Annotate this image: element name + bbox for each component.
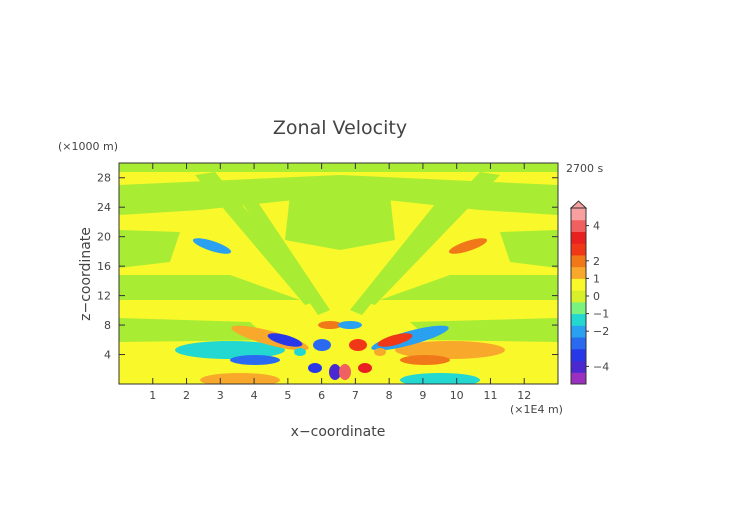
- band-left-low: [119, 275, 300, 300]
- time-label: 2700 s: [566, 162, 603, 175]
- center-pos-1: [349, 339, 367, 351]
- neg-patch-left-upper: [192, 238, 232, 254]
- band-top-strip: [119, 163, 558, 172]
- neg-bottom-right: [400, 373, 480, 384]
- chart-title: Zonal Velocity: [273, 117, 407, 139]
- colorbar-swatch: [571, 254, 586, 268]
- colorbar-swatch: [571, 313, 586, 326]
- y-tick-label: 12: [97, 290, 111, 303]
- neg-core-left: [267, 333, 303, 347]
- colorbar: 4 2 1 0 −1 −2 −4: [569, 200, 609, 385]
- colorbar-tick-label: 2: [593, 255, 600, 268]
- pos-patch-right-upper: [448, 238, 488, 254]
- colorbar-tick-label: −1: [593, 308, 609, 321]
- ray-right-2: [350, 198, 455, 315]
- x-tick-label: 3: [217, 389, 224, 402]
- x-tick-label: 7: [352, 389, 359, 402]
- colorbar-tick-label: 0: [593, 290, 600, 303]
- x-tick-label: 9: [419, 389, 426, 402]
- x-tick-label: 12: [517, 389, 531, 402]
- x-unit-label: (×1E4 m): [510, 403, 563, 416]
- x-tick-label: 4: [251, 389, 258, 402]
- pos-bottom-left: [200, 373, 280, 384]
- colorbar-swatch: [571, 208, 586, 221]
- y-tick-label: 16: [97, 260, 111, 273]
- y-axis: 4 8 12 16 20 24 28: [97, 172, 558, 362]
- center-neg-1: [313, 339, 331, 351]
- x-tick-label: 1: [149, 389, 156, 402]
- colorbar-swatch: [571, 337, 586, 350]
- y-tick-label: 20: [97, 231, 111, 244]
- x-tick-label: 5: [284, 389, 291, 402]
- band-right-low: [380, 275, 558, 300]
- ray-left-2: [240, 198, 330, 315]
- colorbar-swatch: [571, 290, 586, 303]
- colorbar-tick-label: −2: [593, 325, 609, 338]
- neg-band-left-lower: [175, 341, 285, 359]
- x-tick-label: 6: [318, 389, 325, 402]
- colorbar-swatch: [571, 231, 586, 244]
- colorbar-swatch: [571, 301, 586, 315]
- pos-band-right-lower: [395, 341, 505, 359]
- colorbar-tick-label: 4: [593, 220, 600, 233]
- center-neg-3: [308, 363, 322, 373]
- pos-core-right: [377, 333, 413, 347]
- x-axis-label: x−coordinate: [291, 424, 386, 440]
- colorbar-tick-label: 1: [593, 272, 600, 285]
- colorbar-swatch: [571, 348, 586, 362]
- center-orange-right: [374, 348, 386, 356]
- colorbar-swatch: [571, 243, 586, 256]
- colorbar-extend-arrow: [569, 200, 588, 209]
- center-neg-2: [338, 321, 362, 329]
- pos-blob-right: [400, 355, 450, 365]
- y-tick-label: 28: [97, 172, 111, 185]
- center-pos-4: [339, 364, 351, 380]
- colorbar-swatch: [571, 372, 586, 385]
- colorbar-swatch: [571, 360, 586, 373]
- band-upper-right: [340, 175, 558, 215]
- neg-blob-left: [230, 355, 280, 365]
- center-neg-4: [329, 364, 341, 380]
- y-tick-label: 8: [104, 319, 111, 332]
- x-tick-label: 2: [183, 389, 190, 402]
- band-left-mid: [119, 230, 180, 268]
- colorbar-swatch: [571, 219, 586, 232]
- x-tick-label: 10: [450, 389, 464, 402]
- colorbar-swatch: [571, 266, 586, 279]
- x-axis: 1 2 3 4 5 6 7 8 9 10 11 12: [149, 163, 531, 402]
- center-cyan-left: [294, 348, 306, 356]
- y-axis-label: z−coordinate: [78, 227, 94, 321]
- y-tick-label: 4: [104, 349, 111, 362]
- x-tick-label: 8: [386, 389, 393, 402]
- center-pos-3: [358, 363, 372, 373]
- y-tick-label: 24: [97, 201, 111, 214]
- center-pos-2: [318, 321, 342, 329]
- colorbar-swatch: [571, 278, 586, 291]
- colorbar-tick-label: −4: [593, 360, 609, 373]
- y-unit-label: (×1000 m): [58, 140, 118, 153]
- band-right-mid: [500, 230, 558, 268]
- plot-frame: [118, 162, 559, 385]
- band-bottom-right: [410, 318, 558, 342]
- x-tick-label: 11: [483, 389, 497, 402]
- band-top-center: [285, 195, 395, 250]
- colorbar-swatch: [571, 325, 586, 338]
- band-bottom-left: [119, 318, 270, 342]
- heatmap-field: [119, 163, 558, 384]
